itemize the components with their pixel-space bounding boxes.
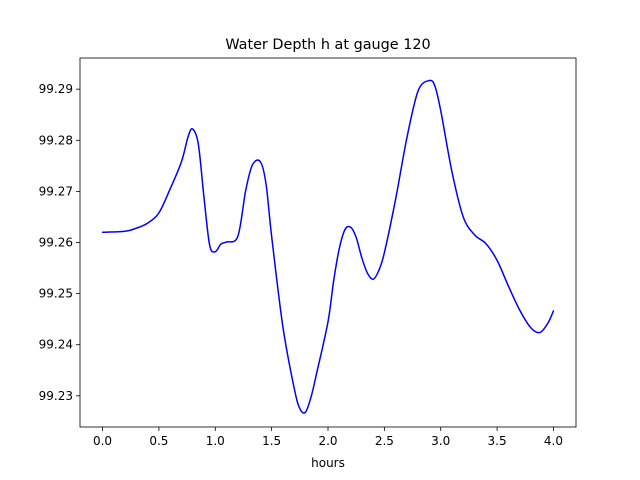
water-depth-line xyxy=(101,79,555,414)
x-tick-label: 3.5 xyxy=(488,434,507,448)
y-tick-label: 99.25 xyxy=(39,287,73,301)
x-tick-label: 1.5 xyxy=(262,434,281,448)
y-tick-label: 99.28 xyxy=(39,133,73,147)
y-tick-label: 99.29 xyxy=(39,82,73,96)
x-tick-label: 2.0 xyxy=(318,434,337,448)
x-axis-label: hours xyxy=(311,456,345,470)
x-axis: 0.0 0.5 1.0 1.5 2.0 2.5 3.0 3.5 4.0 xyxy=(93,427,563,448)
chart-title: Water Depth h at gauge 120 xyxy=(225,37,430,53)
x-tick-label: 1.0 xyxy=(206,434,225,448)
x-tick-label: 4.0 xyxy=(544,434,563,448)
y-axis: 99.23 99.24 99.25 99.26 99.27 99.28 99.29 xyxy=(39,82,80,403)
y-tick-label: 99.23 xyxy=(39,389,73,403)
x-tick-label: 3.0 xyxy=(431,434,450,448)
x-tick-label: 0.5 xyxy=(149,434,168,448)
y-tick-label: 99.27 xyxy=(39,184,73,198)
y-tick-label: 99.24 xyxy=(39,338,73,352)
x-tick-label: 2.5 xyxy=(375,434,394,448)
y-tick-label: 99.26 xyxy=(39,236,73,250)
x-tick-label: 0.0 xyxy=(93,434,112,448)
